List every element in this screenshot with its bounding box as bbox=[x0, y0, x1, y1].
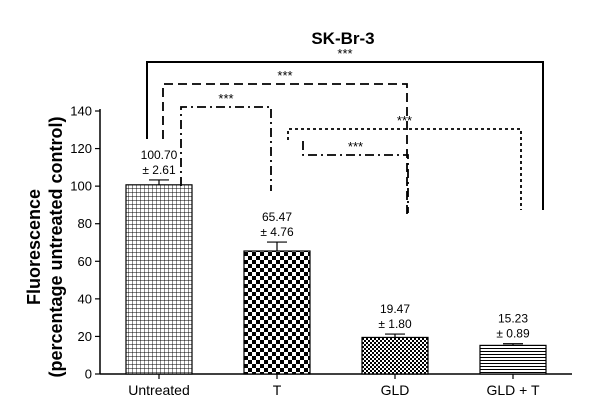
significance-bracket bbox=[162, 83, 408, 214]
significance-label: *** bbox=[337, 46, 352, 61]
category-label: GLD bbox=[381, 382, 410, 398]
y-tick-label: 20 bbox=[78, 329, 92, 344]
error-label: ± 4.76 bbox=[260, 225, 294, 239]
y-axis-label-line2: (percentage untreated control) bbox=[46, 116, 66, 377]
y-axis-label: Fluorescence (percentage untreated contr… bbox=[24, 116, 66, 377]
y-tick-label: 0 bbox=[85, 367, 92, 382]
value-label: 100.70 bbox=[141, 148, 178, 162]
significance-label: *** bbox=[277, 68, 292, 83]
significance-label: *** bbox=[218, 91, 233, 106]
y-tick-label: 100 bbox=[70, 179, 92, 194]
value-label: 19.47 bbox=[380, 302, 410, 316]
bar bbox=[479, 344, 547, 375]
bar bbox=[125, 184, 193, 375]
y-tick-label: 40 bbox=[78, 291, 92, 306]
bar bbox=[243, 250, 311, 375]
category-label: GLD + T bbox=[486, 382, 539, 398]
category-label: T bbox=[273, 382, 282, 398]
category-label: Untreated bbox=[128, 382, 189, 398]
y-tick-label: 120 bbox=[70, 141, 92, 156]
significance-label: *** bbox=[397, 113, 412, 128]
y-axis-label-line1: Fluorescence bbox=[24, 189, 44, 305]
error-label: ± 1.80 bbox=[378, 317, 412, 331]
value-label: 15.23 bbox=[498, 312, 528, 326]
error-bars bbox=[149, 179, 523, 346]
significance-bracket bbox=[146, 61, 544, 210]
chart-title: SK-Br-3 bbox=[311, 29, 374, 48]
y-tick-label: 60 bbox=[78, 254, 92, 269]
significance-label: *** bbox=[348, 139, 363, 154]
y-ticks: 0 20 40 60 80 100 120 140 bbox=[70, 104, 100, 382]
y-tick-label: 80 bbox=[78, 216, 92, 231]
category-labels: Untreated T GLD GLD + T bbox=[128, 374, 540, 398]
error-label: ± 0.89 bbox=[496, 327, 530, 341]
significance-bracket bbox=[302, 141, 409, 213]
bars bbox=[125, 184, 547, 375]
error-label: ± 2.61 bbox=[142, 163, 176, 177]
data-labels: 100.70± 2.61 65.47± 4.76 19.47± 1.80 15.23±… bbox=[141, 148, 530, 341]
significance-bracket bbox=[180, 106, 272, 191]
y-tick-label: 140 bbox=[70, 104, 92, 119]
bar bbox=[361, 336, 429, 375]
significance-bracket bbox=[287, 128, 522, 210]
significance-brackets: *** *** *** *** *** bbox=[146, 46, 544, 214]
value-label: 65.47 bbox=[262, 210, 292, 224]
